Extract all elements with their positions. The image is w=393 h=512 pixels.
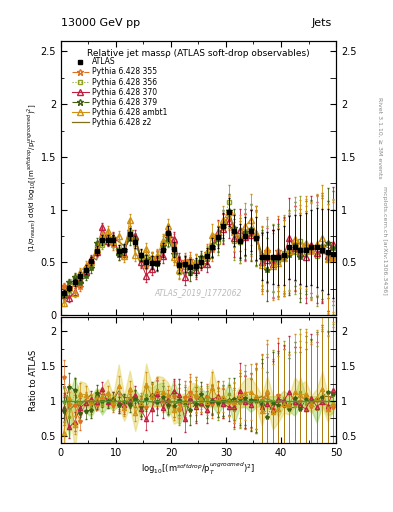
Y-axis label: Ratio to ATLAS: Ratio to ATLAS (29, 350, 38, 411)
Y-axis label: (1/σ$_{resum}$) dσ/d log$_{10}$[(m$^{soft drop}$/p$_T^{ungroomed}$)$^2$]: (1/σ$_{resum}$) dσ/d log$_{10}$[(m$^{sof… (26, 104, 39, 252)
Text: mcplots.cern.ch [arXiv:1306.3436]: mcplots.cern.ch [arXiv:1306.3436] (382, 186, 387, 295)
Text: ATLAS_2019_I1772062: ATLAS_2019_I1772062 (155, 288, 242, 297)
Text: Rivet 3.1.10, ≥ 3M events: Rivet 3.1.10, ≥ 3M events (377, 97, 382, 179)
Text: Relative jet massρ (ATLAS soft-drop observables): Relative jet massρ (ATLAS soft-drop obse… (87, 49, 310, 58)
X-axis label: log$_{10}$[(m$^{soft drop}$/p$_T^{ungroomed}$)$^2$]: log$_{10}$[(m$^{soft drop}$/p$_T^{ungroo… (141, 460, 255, 477)
Text: Jets: Jets (312, 18, 332, 28)
Legend: ATLAS, Pythia 6.428 355, Pythia 6.428 356, Pythia 6.428 370, Pythia 6.428 379, P: ATLAS, Pythia 6.428 355, Pythia 6.428 35… (70, 56, 169, 129)
Text: 13000 GeV pp: 13000 GeV pp (61, 18, 140, 28)
